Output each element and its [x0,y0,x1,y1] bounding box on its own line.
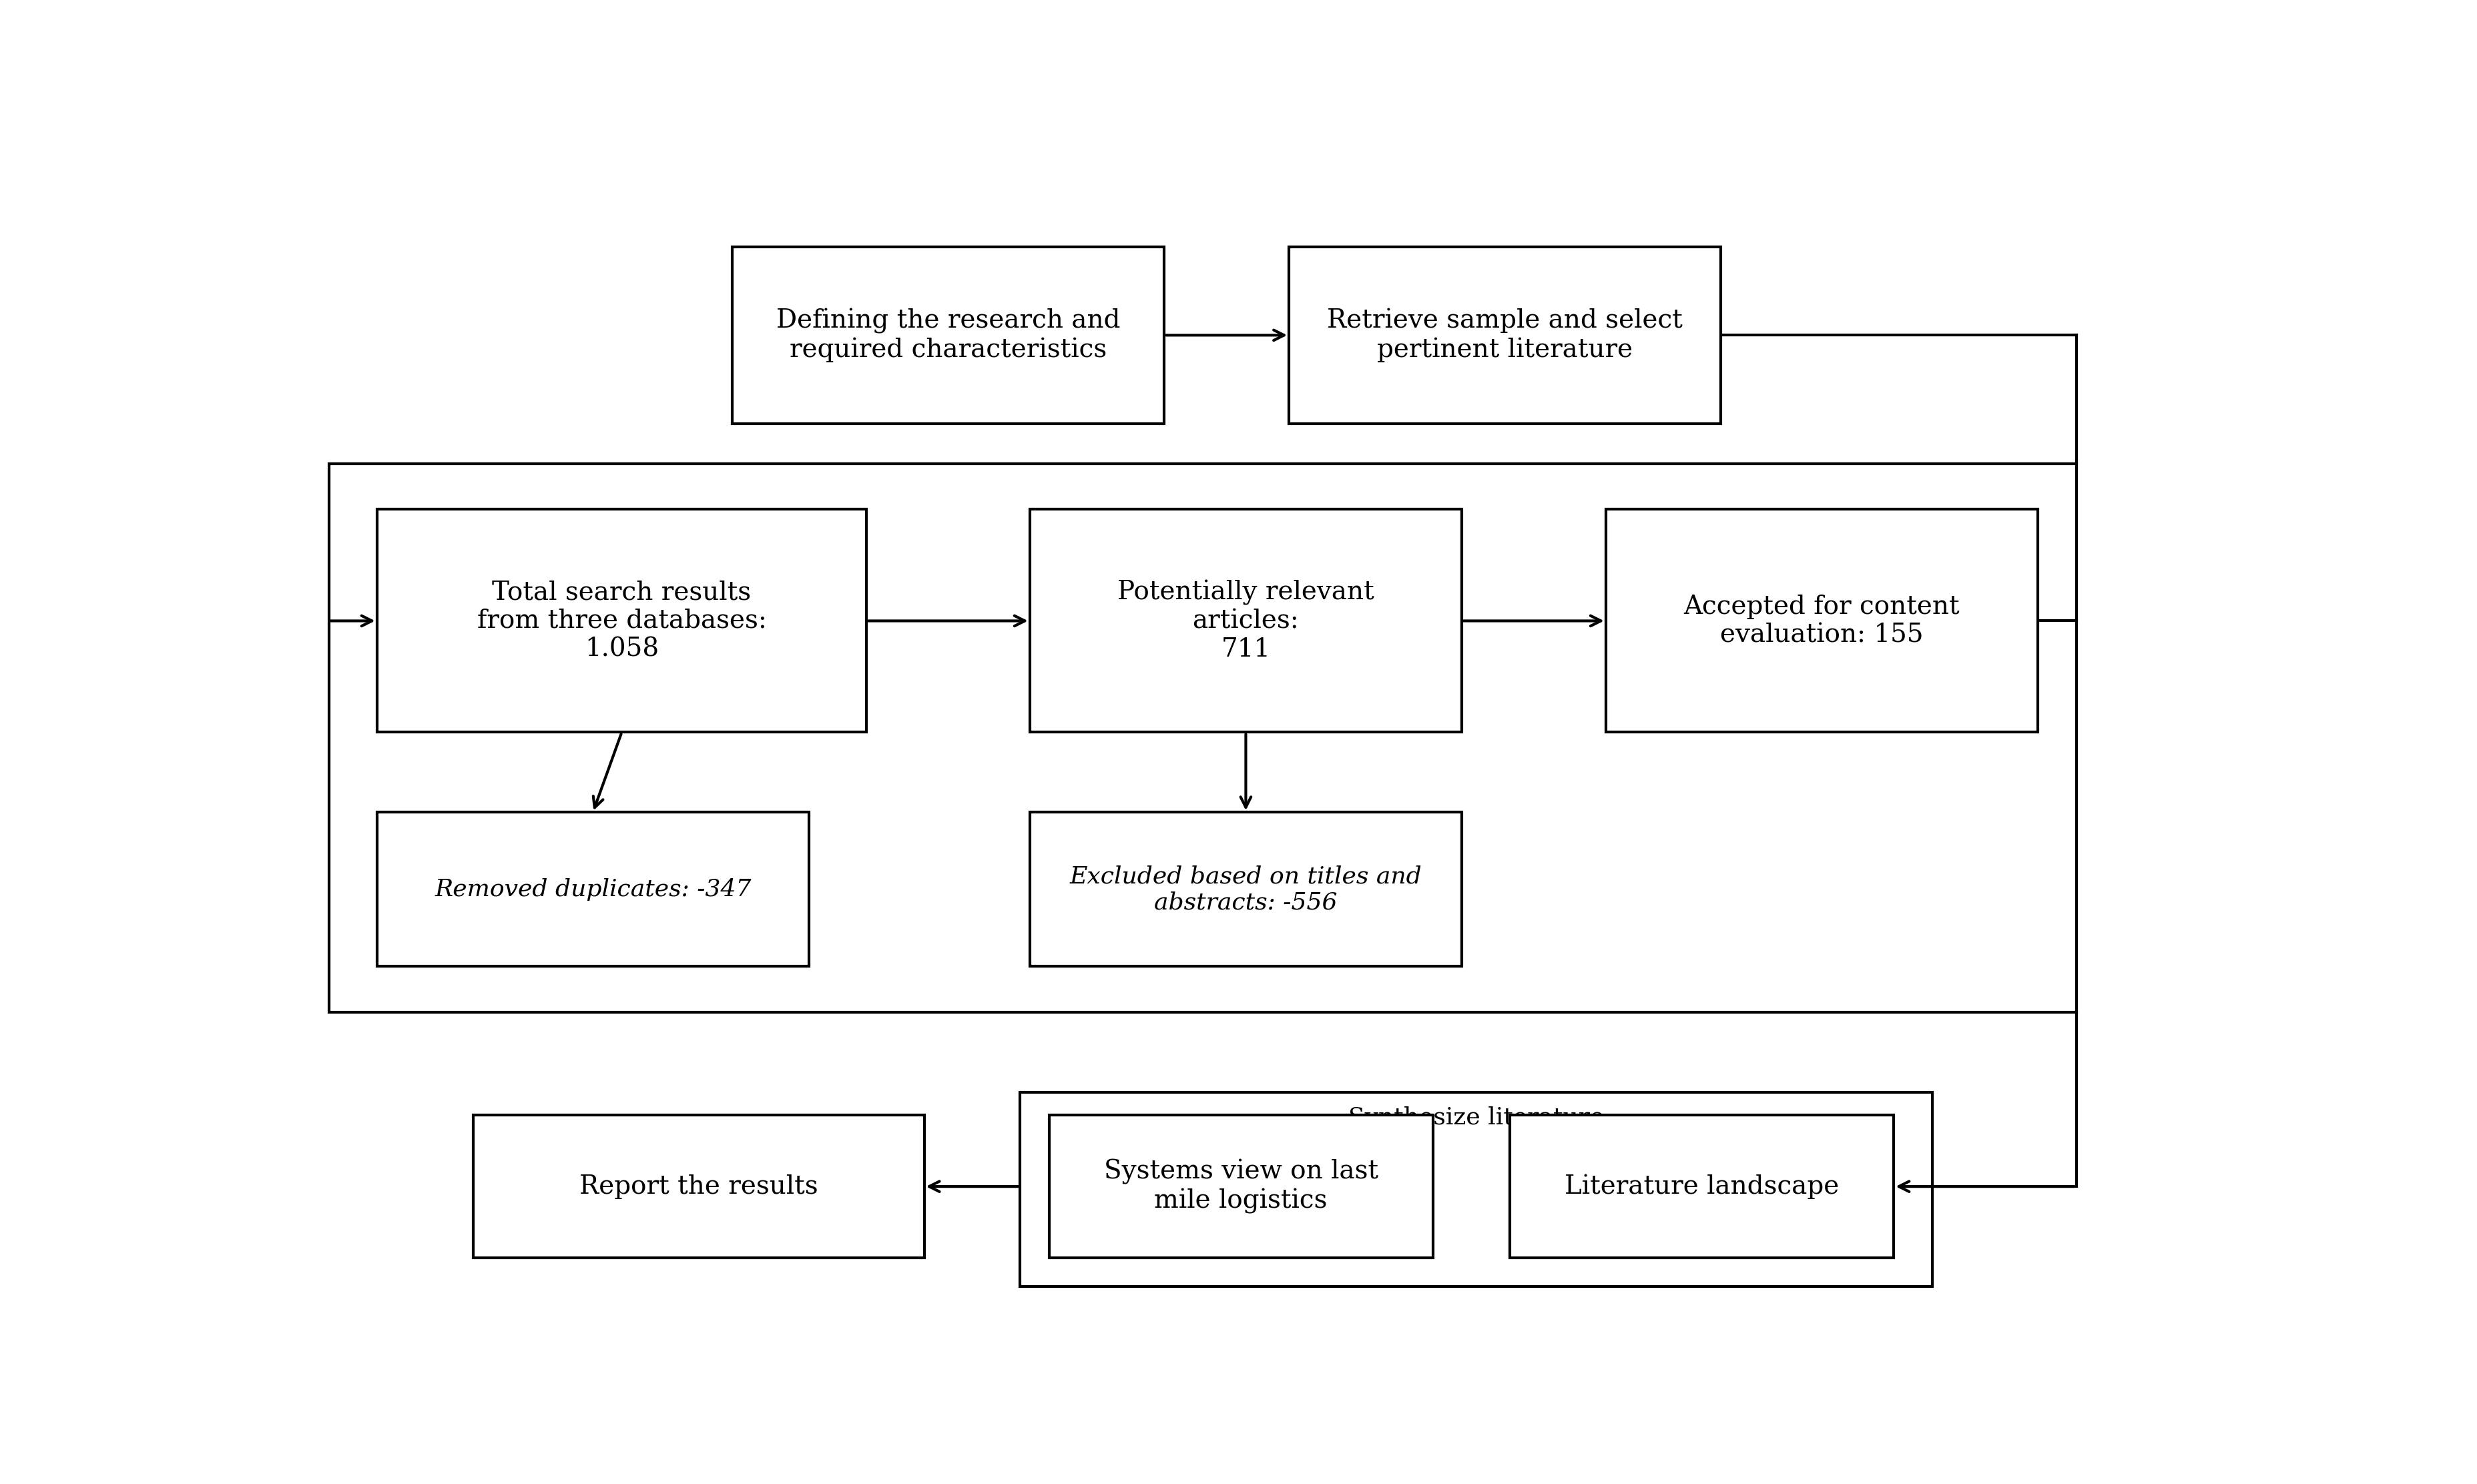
FancyBboxPatch shape [1508,1114,1892,1258]
Text: Excluded based on titles and
abstracts: -556: Excluded based on titles and abstracts: … [1070,865,1422,914]
Text: Total search results
from three databases:
1.058: Total search results from three database… [476,580,765,662]
FancyBboxPatch shape [1030,509,1461,732]
FancyBboxPatch shape [377,509,867,732]
Text: Removed duplicates: -347: Removed duplicates: -347 [433,879,751,901]
Text: Accepted for content
evaluation: 155: Accepted for content evaluation: 155 [1684,594,1959,647]
Text: Retrieve sample and select
pertinent literature: Retrieve sample and select pertinent lit… [1328,309,1682,362]
FancyBboxPatch shape [1021,1092,1932,1287]
Text: Literature landscape: Literature landscape [1563,1174,1838,1199]
FancyBboxPatch shape [1288,246,1722,424]
Text: Defining the research and
required characteristics: Defining the research and required chara… [775,309,1120,362]
Text: Report the results: Report the results [580,1174,817,1199]
FancyBboxPatch shape [473,1114,924,1258]
FancyBboxPatch shape [733,246,1164,424]
FancyBboxPatch shape [1030,812,1461,966]
Text: Synthesize literature: Synthesize literature [1347,1106,1603,1129]
FancyBboxPatch shape [377,812,808,966]
FancyBboxPatch shape [1605,509,2039,732]
Text: Systems view on last
mile logistics: Systems view on last mile logistics [1102,1159,1377,1214]
FancyBboxPatch shape [1048,1114,1432,1258]
Text: Potentially relevant
articles:
711: Potentially relevant articles: 711 [1117,580,1375,662]
